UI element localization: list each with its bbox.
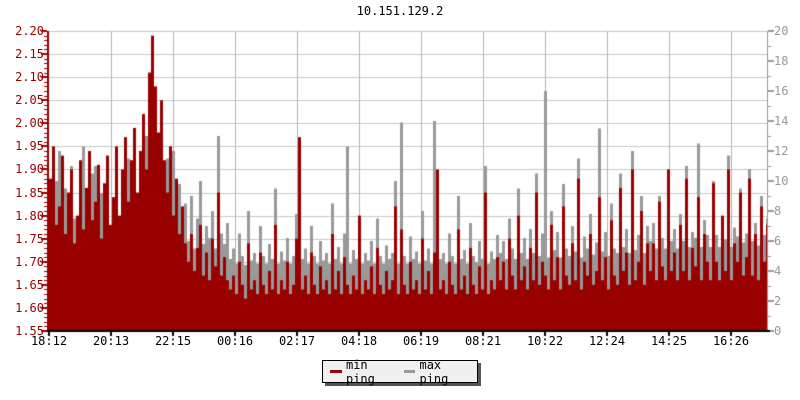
right-axis-tick-label: 6 (774, 234, 782, 248)
left-axis-tick-label: 1.95 (15, 139, 44, 154)
max-ping-swatch-icon (403, 370, 416, 373)
right-axis-tick-label: 0 (774, 324, 782, 338)
right-axis-tick-label: 16 (774, 84, 789, 98)
left-axis-tick-label: 2.20 (15, 24, 44, 38)
x-axis-tick-label: 06:19 (402, 334, 440, 348)
right-axis-tick-label: 4 (774, 264, 782, 278)
x-axis-tick-label: 12:24 (588, 334, 626, 348)
min-ping-swatch-icon (330, 370, 342, 373)
right-axis-tick-label: 20 (774, 24, 789, 38)
left-axis-tick-label: 1.60 (15, 300, 44, 315)
x-axis-tick-label: 02:17 (278, 334, 316, 348)
x-axis-tick-label: 10:22 (526, 334, 564, 348)
left-axis-tick-label: 2.15 (15, 47, 44, 62)
x-axis-tick-label: 14:25 (650, 334, 688, 348)
right-axis-tick-label: 12 (774, 144, 789, 158)
x-axis-tick-label: 08:21 (464, 334, 502, 348)
left-axis-tick-label: 1.65 (15, 277, 44, 292)
left-axis-tick-label: 1.85 (15, 185, 44, 200)
right-axis-tick-label: 14 (774, 114, 789, 128)
left-axis-tick-label: 2.10 (15, 70, 44, 85)
x-axis-tick-label: 18:12 (30, 334, 68, 348)
x-axis-tick-label: 20:13 (92, 334, 130, 348)
right-axis-tick-label: 2 (774, 294, 782, 308)
left-axis-tick-label: 1.70 (15, 254, 44, 269)
right-axis-tick-label: 10 (774, 174, 789, 188)
right-axis-tick-label: 8 (774, 204, 782, 218)
x-axis-tick-label: 16:26 (712, 334, 750, 348)
x-axis-tick-label: 04:18 (340, 334, 378, 348)
left-axis-tick-label: 1.90 (15, 162, 44, 177)
left-axis-tick-label: 1.55 (15, 324, 44, 338)
left-axis-tick-label: 1.80 (15, 208, 44, 223)
legend-item-max-ping: max ping (403, 357, 470, 386)
right-axis-tick-label: 18 (774, 54, 789, 68)
legend-label-min-ping: min ping (345, 357, 375, 386)
x-axis-tick-label: 00:16 (216, 334, 254, 348)
legend-item-min-ping: min ping (330, 358, 396, 386)
left-axis-tick-label: 2.05 (15, 93, 44, 108)
x-axis-tick-label: 22:15 (154, 334, 192, 348)
legend-box: min ping max ping (322, 357, 478, 386)
legend-label-max-ping: max ping (419, 357, 449, 386)
graph-title: 10.151.129.2 (356, 4, 444, 18)
left-axis-tick-label: 2.00 (15, 116, 44, 131)
left-axis-tick-label: 1.75 (15, 231, 44, 246)
